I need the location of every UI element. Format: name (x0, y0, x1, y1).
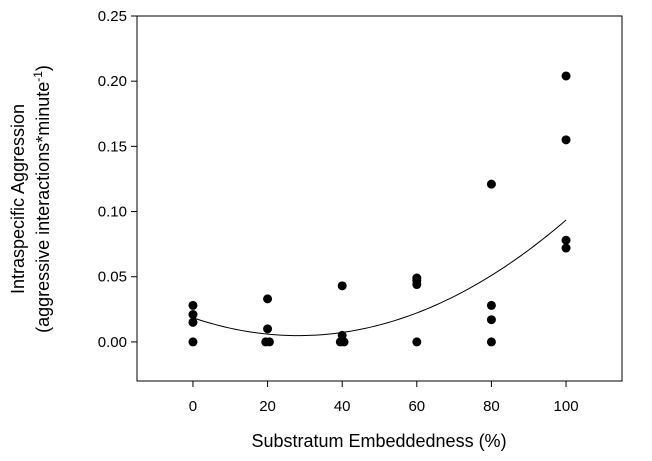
data-point (561, 243, 571, 253)
data-point (412, 280, 422, 290)
data-point (486, 337, 496, 347)
y-tick-label: 0.25 (98, 8, 127, 25)
data-point (188, 337, 198, 347)
data-point (264, 337, 274, 347)
y-tick-label: 0.00 (98, 334, 127, 351)
x-tick-label: 100 (554, 398, 579, 415)
y-tick-label: 0.15 (98, 138, 127, 155)
data-point (486, 300, 496, 310)
plot-frame (136, 15, 623, 382)
data-point (561, 235, 571, 245)
data-point (188, 317, 198, 327)
data-point (188, 310, 198, 320)
data-point (188, 300, 198, 310)
data-point (561, 135, 571, 145)
x-tick-label: 0 (189, 398, 197, 415)
data-point (339, 337, 349, 347)
x-tick-label: 20 (259, 398, 276, 415)
data-point (486, 179, 496, 189)
data-point (263, 324, 273, 334)
y-tick-label: 0.05 (98, 269, 127, 286)
x-tick-label: 60 (408, 398, 425, 415)
x-tick-label: 80 (483, 398, 500, 415)
y-tick-label: 0.20 (98, 73, 127, 90)
y-axis-ticks: 0.00 0.05 0.10 0.15 0.20 0.25 (98, 8, 137, 351)
data-point (337, 281, 347, 291)
y-axis-title: Intraspecific Aggression (8, 104, 28, 294)
y-tick-label: 0.10 (98, 204, 127, 221)
data-point (561, 71, 571, 81)
x-axis-title: Substratum Embeddedness (%) (251, 431, 506, 451)
data-point (486, 315, 496, 325)
data-point (263, 294, 273, 304)
x-axis-ticks: 0 20 40 60 80 100 (189, 381, 579, 415)
data-points (188, 71, 571, 347)
y-axis-subtitle: (aggressive interactions*minute-1) (31, 65, 53, 333)
fit-curve (192, 219, 567, 337)
data-point (412, 337, 422, 347)
x-tick-label: 40 (334, 398, 351, 415)
